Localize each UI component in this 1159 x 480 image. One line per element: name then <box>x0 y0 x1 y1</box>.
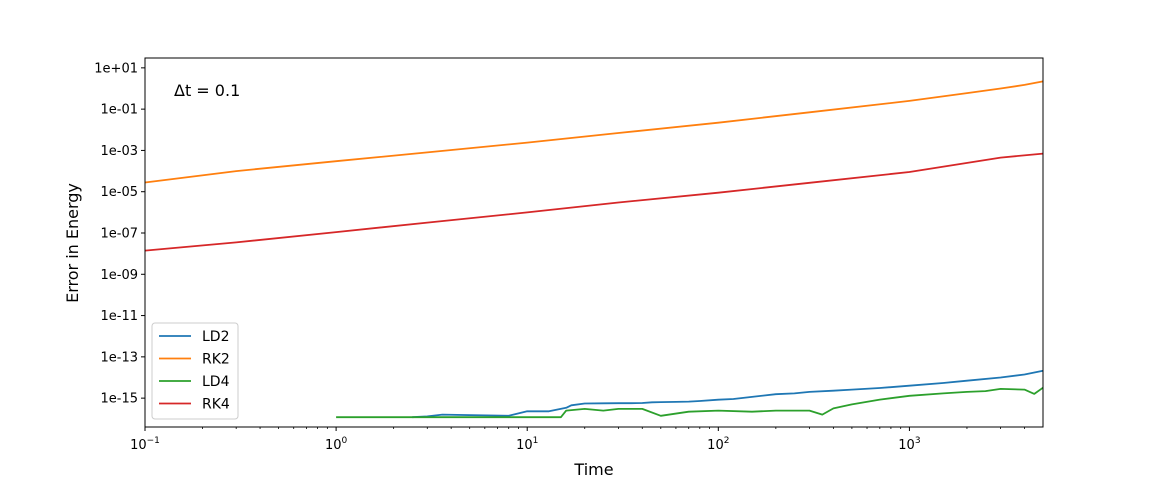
y-tick-label: 1e-05 <box>100 185 138 200</box>
y-tick-label: 1e-03 <box>100 144 138 159</box>
legend: LD2 RK2 LD4 RK4 <box>151 322 239 420</box>
y-tick-label: 1e-15 <box>100 392 138 407</box>
series-line-ld2 <box>412 369 1044 419</box>
legend-label-rk4: RK4 <box>202 397 230 413</box>
y-tick-label: 1e-09 <box>100 268 138 283</box>
legend-box <box>151 322 239 420</box>
legend-label-ld4: LD4 <box>202 374 230 390</box>
y-tick-label: 1e-07 <box>100 226 138 241</box>
series-layer <box>144 80 1044 419</box>
y-tick-label: 1e-13 <box>100 350 138 365</box>
series-line-rk2 <box>144 80 1044 184</box>
legend-label-ld2: LD2 <box>202 329 230 345</box>
y-axis-title: Error in Energy <box>63 183 82 303</box>
annotation-delta-t: Δt = 0.1 <box>174 81 240 100</box>
x-axis-title: Time <box>573 460 613 479</box>
series-line-rk4 <box>144 152 1044 252</box>
legend-label-rk2: RK2 <box>202 352 230 368</box>
plot-frame <box>144 57 1044 428</box>
series-line-ld4 <box>336 386 1044 419</box>
y-tick-label: 1e+01 <box>94 61 138 76</box>
y-tick-label: 1e-11 <box>100 309 138 324</box>
y-tick-label: 1e-01 <box>100 103 138 118</box>
